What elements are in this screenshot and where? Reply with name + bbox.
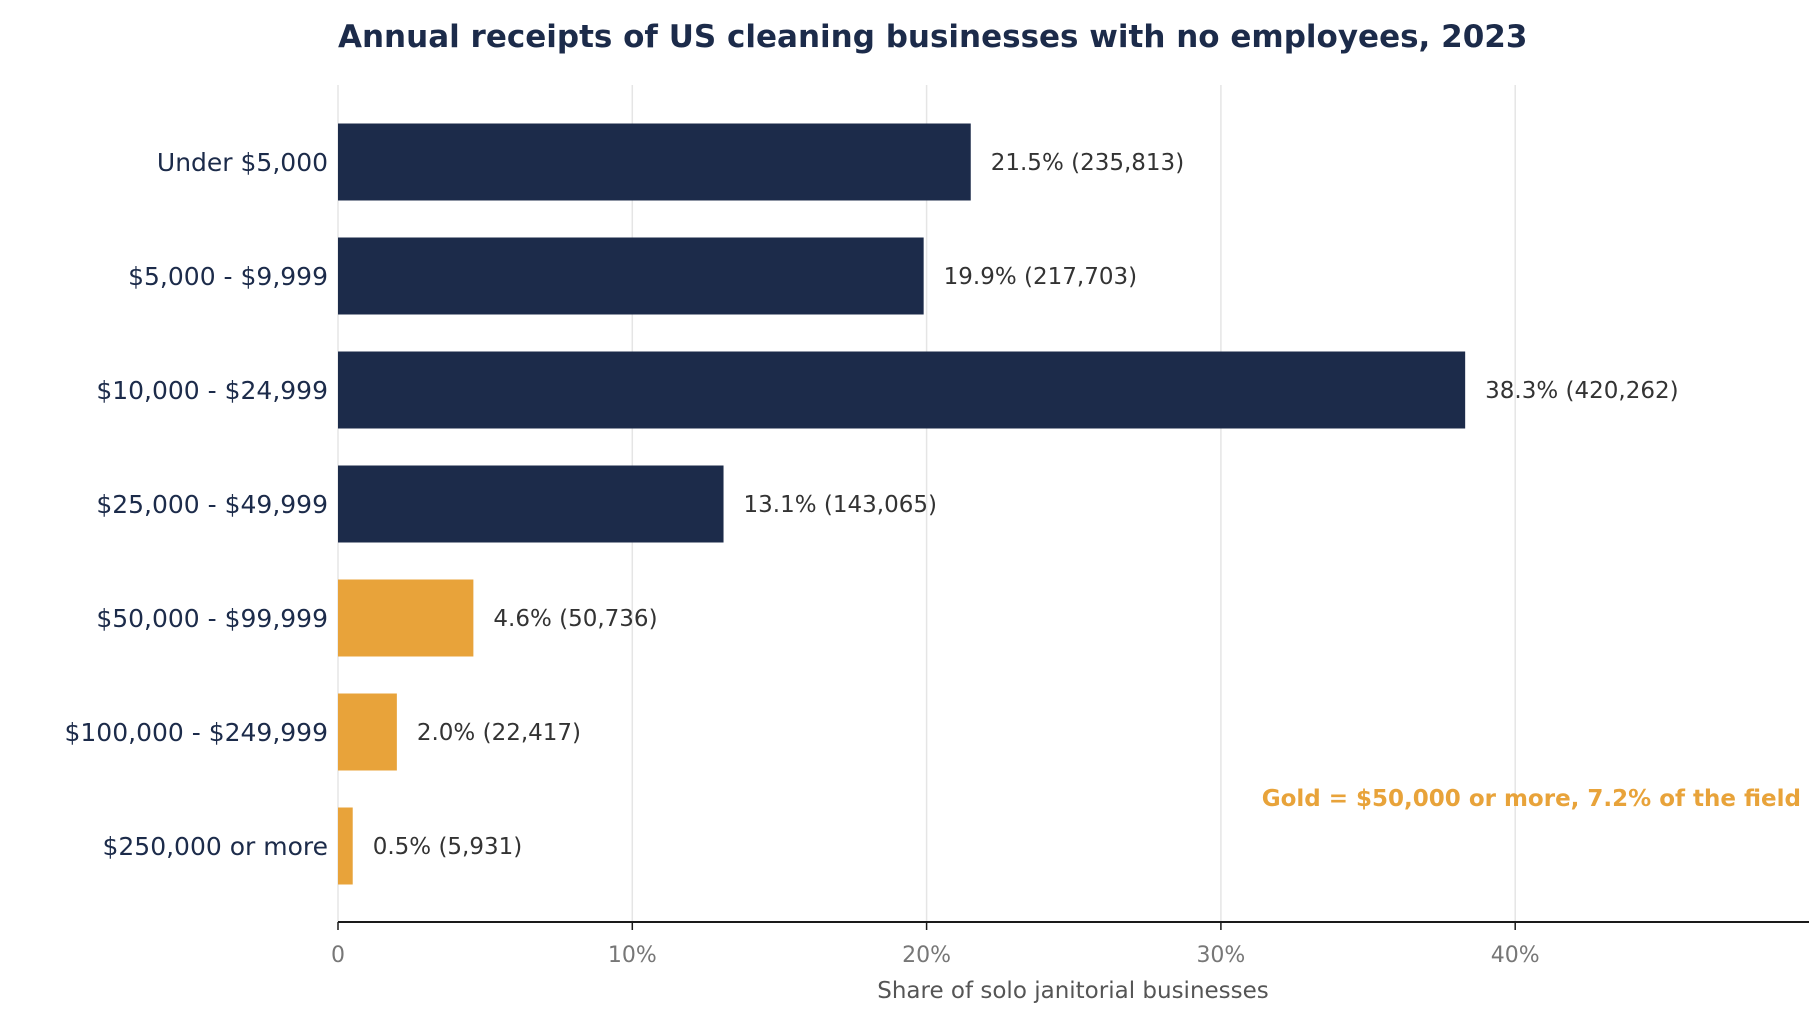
x-tick-label: 10% — [608, 943, 657, 968]
labels: Under $5,000 21.5% (235,813) $5,000 - $9,9… — [65, 148, 1679, 861]
bar — [338, 237, 924, 315]
data-label: 21.5% (235,813) — [991, 150, 1184, 176]
category-label: $50,000 - $99,999 — [96, 604, 328, 633]
x-tick-label: 30% — [1196, 943, 1245, 968]
category-label: $5,000 - $9,999 — [128, 262, 328, 291]
bar — [338, 123, 971, 201]
x-tick-label: 40% — [1491, 943, 1540, 968]
category-label: $250,000 or more — [102, 832, 328, 861]
data-label: 4.6% (50,736) — [493, 606, 657, 632]
x-tick-label: 20% — [902, 943, 951, 968]
gridlines — [337, 85, 1516, 922]
bar — [338, 807, 353, 885]
x-tick-label: 0 — [331, 943, 345, 968]
bar — [338, 693, 397, 771]
data-label: 0.5% (5,931) — [373, 834, 523, 860]
data-label: 19.9% (217,703) — [944, 264, 1137, 290]
data-label: 13.1% (143,065) — [744, 492, 937, 518]
bar — [338, 579, 474, 657]
category-label: $25,000 - $49,999 — [96, 490, 328, 519]
bar — [338, 465, 724, 543]
bar — [338, 351, 1466, 429]
x-axis-ticks: 0 10% 20% 30% 40% — [331, 922, 1540, 968]
x-axis-title: Share of solo janitorial businesses — [877, 978, 1269, 1004]
category-label: Under $5,000 — [157, 148, 328, 177]
category-label: $10,000 - $24,999 — [96, 376, 328, 405]
bars — [338, 123, 1466, 885]
data-label: 38.3% (420,262) — [1485, 378, 1678, 404]
chart-title: Annual receipts of US cleaning businesse… — [338, 19, 1527, 55]
highlight-annotation: Gold = $50,000 or more, 7.2% of the fiel… — [1262, 786, 1801, 812]
data-label: 2.0% (22,417) — [417, 720, 581, 746]
category-label: $100,000 - $249,999 — [65, 718, 329, 747]
